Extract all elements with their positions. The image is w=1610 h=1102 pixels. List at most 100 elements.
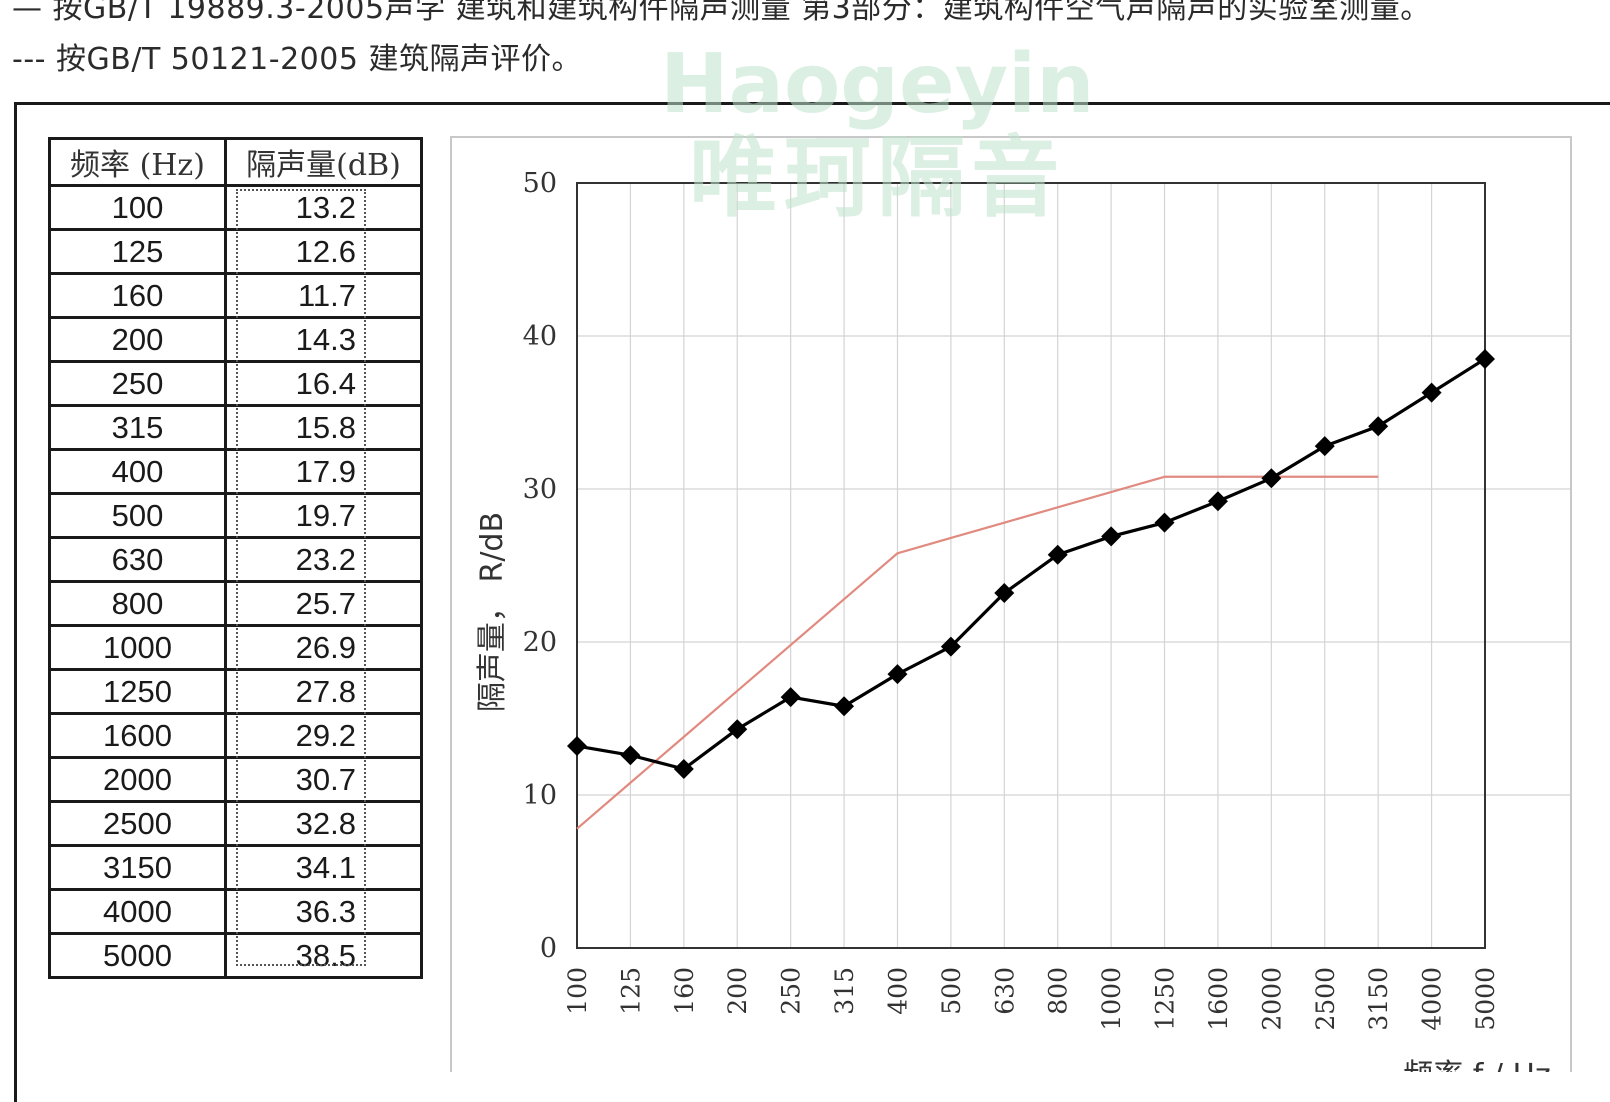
- sound-reduction-cell: 13.2: [224, 184, 423, 231]
- sound-reduction-cell: 11.7: [224, 272, 423, 319]
- reference-curve-line: [576, 475, 1379, 830]
- data-point-marker: [1207, 491, 1228, 512]
- sound-reduction-cell: 36.3: [224, 888, 423, 935]
- sound-reduction-value: 32.8: [295, 805, 356, 841]
- sound-reduction-cell: 26.9: [224, 624, 423, 671]
- standard-reference-line-2: --- 按GB/T 50121-2005 建筑隔声评价。: [12, 42, 582, 77]
- y-tick-label: 40: [523, 321, 557, 352]
- sound-reduction-value: 14.3: [295, 321, 356, 357]
- sound-reduction-value: 19.7: [295, 497, 356, 533]
- x-tick-label: 630: [990, 967, 1019, 1015]
- table-row: 125 12.6: [48, 228, 423, 275]
- x-tick-labels: 100 125 160 200 250 315 400 500 630 800 1000 1250 16…: [563, 967, 1500, 1031]
- data-point-marker: [940, 636, 961, 657]
- x-tick-label: 1600: [1204, 967, 1233, 1031]
- sound-reduction-chart: 0 10 20 30 40 50 100 125 160 200 250 315 400 500 630 8…: [450, 136, 1572, 1072]
- x-tick-label: 160: [670, 967, 699, 1015]
- frequency-cell: 800: [48, 580, 227, 627]
- sound-reduction-value: 26.9: [295, 629, 356, 665]
- frequency-cell: 125: [48, 228, 227, 275]
- data-point-marker: [673, 758, 694, 779]
- sound-reduction-value: 11.7: [297, 277, 356, 313]
- data-point-marker: [1421, 382, 1442, 403]
- frequency-cell: 630: [48, 536, 227, 583]
- sound-reduction-cell: 29.2: [224, 712, 423, 759]
- x-tick-label: 250: [777, 967, 806, 1015]
- column-header-frequency: 频率 (Hz): [48, 137, 227, 187]
- frequency-cell: 200: [48, 316, 227, 363]
- data-point-marker: [1047, 544, 1068, 565]
- table-row: 800 25.7: [48, 580, 423, 627]
- data-point-marker: [727, 719, 748, 740]
- data-point-marker: [620, 745, 641, 766]
- sound-reduction-cell: 25.7: [224, 580, 423, 627]
- frequency-cell: 1000: [48, 624, 227, 671]
- standard-reference-line-1: — 按GB/T 19889.3-2005声学 建筑和建筑构件隔声测量 第3部分：…: [12, 0, 1431, 26]
- table-row: 2500 32.8: [48, 800, 423, 847]
- data-point-marker: [1261, 468, 1282, 489]
- x-tick-label: 1250: [1151, 967, 1180, 1031]
- x-tick-label: 315: [830, 967, 859, 1015]
- sound-reduction-value: 17.9: [295, 453, 356, 489]
- table-row: 4000 36.3: [48, 888, 423, 935]
- data-point-marker: [887, 664, 908, 685]
- sound-reduction-value: 27.8: [295, 673, 356, 709]
- data-point-marker: [1154, 512, 1175, 533]
- frequency-cell: 400: [48, 448, 227, 495]
- sound-reduction-cell: 12.6: [224, 228, 423, 275]
- table-row: 5000 38.5: [48, 932, 423, 979]
- sound-reduction-cell: 30.7: [224, 756, 423, 803]
- data-point-marker: [834, 696, 855, 717]
- data-point-marker: [1368, 416, 1389, 437]
- sound-reduction-cell: 15.8: [224, 404, 423, 451]
- chart-grid: [576, 182, 1570, 949]
- sound-reduction-value: 38.5: [295, 937, 356, 973]
- x-axis-label: 频率 f / Hz: [1403, 1058, 1551, 1072]
- x-tick-label: 125: [616, 967, 645, 1015]
- chart-panel: [450, 136, 1572, 1072]
- chart-series: [567, 348, 1495, 830]
- sound-reduction-cell: 23.2: [224, 536, 423, 583]
- y-tick-label: 10: [523, 780, 557, 811]
- table-row: 250 16.4: [48, 360, 423, 407]
- sound-reduction-value: 16.4: [295, 365, 356, 401]
- table-row: 1250 27.8: [48, 668, 423, 715]
- sound-reduction-cell: 14.3: [224, 316, 423, 363]
- sound-reduction-cell: 32.8: [224, 800, 423, 847]
- sound-reduction-cell: 16.4: [224, 360, 423, 407]
- sound-reduction-value: 36.3: [295, 893, 356, 929]
- table-row: 1600 29.2: [48, 712, 423, 759]
- sound-reduction-value: 23.2: [295, 541, 356, 577]
- table-row: 200 14.3: [48, 316, 423, 363]
- x-tick-label: 5000: [1471, 967, 1500, 1031]
- x-tick-label: 1000: [1097, 967, 1126, 1031]
- column-header-sound-reduction: 隔声量(dB): [224, 137, 423, 187]
- data-point-marker: [780, 687, 801, 708]
- frequency-cell: 250: [48, 360, 227, 407]
- table-row: 500 19.7: [48, 492, 423, 539]
- x-tick-label: 3150: [1364, 967, 1393, 1031]
- frequency-cell: 5000: [48, 932, 227, 979]
- frequency-cell: 160: [48, 272, 227, 319]
- sound-reduction-value: 13.2: [295, 189, 356, 225]
- frequency-cell: 1600: [48, 712, 227, 759]
- table-row: 630 23.2: [48, 536, 423, 583]
- frequency-cell: 1250: [48, 668, 227, 715]
- data-point-marker: [1314, 436, 1335, 457]
- table-row: 100 13.2: [48, 184, 423, 231]
- measured-series-line: [576, 357, 1486, 771]
- sound-reduction-value: 15.8: [295, 409, 356, 445]
- report-frame: [14, 102, 1610, 1102]
- frequency-cell: 3150: [48, 844, 227, 891]
- sound-reduction-cell: 19.7: [224, 492, 423, 539]
- frequency-cell: 4000: [48, 888, 227, 935]
- x-tick-label: 4000: [1418, 967, 1447, 1031]
- y-axis-label: 隔声量， R/dB: [475, 512, 510, 712]
- sound-reduction-cell: 38.5: [224, 932, 423, 979]
- table-row: 315 15.8: [48, 404, 423, 451]
- y-tick-label: 30: [523, 474, 557, 505]
- x-tick-label: 800: [1044, 967, 1073, 1015]
- table-row: 1000 26.9: [48, 624, 423, 671]
- table-row: 160 11.7: [48, 272, 423, 319]
- x-tick-label: 2000: [1257, 967, 1286, 1031]
